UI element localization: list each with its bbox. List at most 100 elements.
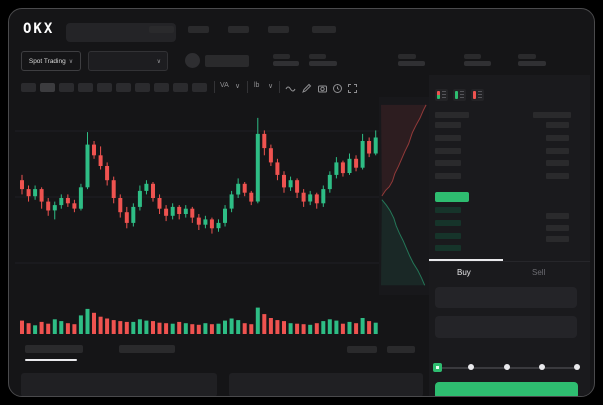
ask-amount [546,135,569,141]
fullscreen-icon[interactable] [347,81,358,93]
orderbook-header-price [435,112,469,118]
tab-buy[interactable]: Buy [457,268,471,277]
depth-chart-panel [379,97,429,295]
stat-value-2 [309,61,337,66]
bid-row [435,207,461,213]
ask-row [435,122,461,128]
stat-label-5 [518,54,536,59]
orderbook-view-bids-icon[interactable] [453,89,466,101]
pencil-icon[interactable] [301,81,312,93]
ask-row [435,148,461,154]
toolbar-divider [214,81,215,93]
nav-item-4[interactable] [268,26,289,33]
stat-label-2 [309,54,326,59]
nav-item-1[interactable] [149,26,174,33]
buy-tab-indicator [429,259,503,261]
indicator-selector[interactable]: lb [254,82,260,89]
price-input[interactable] [435,287,577,308]
bottom-tab-2[interactable] [119,345,175,353]
tab-sell[interactable]: Sell [532,268,546,277]
active-tab-indicator [25,359,77,361]
nav-item-2[interactable] [188,26,209,33]
bottom-action-1[interactable] [347,346,377,353]
bid-amount [546,225,569,231]
price-chart-svg[interactable] [15,101,379,343]
chevron-down-icon: ∨ [235,83,241,90]
bottom-tab-active[interactable] [25,345,83,353]
coin-icon [185,53,200,68]
slider-dot-100[interactable] [574,364,580,370]
stat-label-3 [398,54,416,59]
ask-amount [546,122,569,128]
green-column [455,91,458,99]
bid-row [435,245,461,251]
slider-dot-50[interactable] [504,364,510,370]
bid-amount [546,236,569,242]
chevron-down-icon: ∨ [156,58,161,65]
orders-table-placeholder-left [21,373,217,396]
timeframe-button-3[interactable] [59,83,74,92]
ask-row [435,135,461,141]
timeframe-button-5[interactable] [97,83,112,92]
timeframe-button-9[interactable] [173,83,188,92]
amount-slider[interactable] [433,363,580,372]
toolbar-divider [247,81,248,93]
ask-amount [546,148,569,154]
okx-logo: OKX [23,21,55,37]
stat-value-4 [464,61,491,66]
bid-amount [546,213,569,219]
chevron-down-icon: ∨ [268,83,274,90]
icon-lines [460,91,464,99]
overlay-selector[interactable]: VA [220,82,229,89]
timeframe-button-4[interactable] [78,83,93,92]
orders-table-placeholder-right [229,373,423,396]
ask-amount [546,173,569,179]
clock-icon[interactable] [332,81,343,93]
market-type-label: Spot Trading [28,57,66,65]
tab-divider [429,261,590,262]
orderbook-view-combined-icon[interactable] [435,89,448,101]
wave-icon[interactable] [285,81,296,92]
amount-input[interactable] [435,316,577,338]
market-type-selector[interactable]: Spot Trading ∨ [21,51,81,71]
bid-row [435,233,461,239]
stat-value-1 [273,61,299,66]
depth-chart-svg [381,104,427,286]
ask-amount [546,160,569,166]
app-window: OKX Spot Trading ∨ ∨ VA ∨ lb ∨ [8,8,595,397]
slider-dot-25[interactable] [468,364,474,370]
timeframe-button-2[interactable] [40,83,55,92]
stat-value-5 [518,61,546,66]
timeframe-button-6[interactable] [116,83,131,92]
ask-row [435,173,461,179]
icon-lines [478,91,482,99]
stat-value-3 [398,61,425,66]
nav-item-5[interactable] [312,26,336,33]
last-price-bar[interactable] [435,192,469,202]
timeframe-button-8[interactable] [154,83,169,92]
stat-label-4 [464,54,481,59]
toolbar-divider [279,81,280,93]
orderbook-header-amount [533,112,571,118]
icon-lines [442,91,446,99]
orderbook-trade-panel: Buy Sell [429,75,590,396]
nav-item-3[interactable] [228,26,249,33]
slider-handle-center [436,366,439,369]
slider-dot-75[interactable] [539,364,545,370]
search-input[interactable] [66,23,176,42]
camera-icon[interactable] [317,81,328,93]
red-column [473,91,476,99]
timeframe-button-1[interactable] [21,83,36,92]
pair-selector[interactable]: ∨ [88,51,168,71]
timeframe-button-10[interactable] [192,83,207,92]
chevron-down-icon: ∨ [68,58,74,65]
bottom-action-2[interactable] [387,346,415,353]
stat-label-1 [273,54,290,59]
orderbook-view-asks-icon[interactable] [471,89,484,101]
bid-row [435,220,461,226]
pair-name-placeholder [205,55,249,67]
slider-handle[interactable] [433,363,442,372]
red-green-column [437,91,440,99]
timeframe-button-7[interactable] [135,83,150,92]
buy-submit-button[interactable] [435,382,578,396]
